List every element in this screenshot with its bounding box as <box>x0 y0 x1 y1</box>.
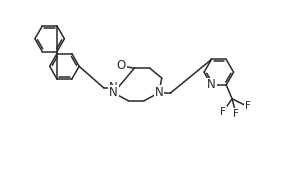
Text: N: N <box>154 86 163 99</box>
Text: N: N <box>109 81 118 94</box>
Text: F: F <box>220 106 226 117</box>
Text: N: N <box>109 86 118 99</box>
Text: N: N <box>207 78 216 91</box>
Text: F: F <box>233 108 239 118</box>
Text: O: O <box>117 59 126 72</box>
Text: F: F <box>245 101 251 111</box>
